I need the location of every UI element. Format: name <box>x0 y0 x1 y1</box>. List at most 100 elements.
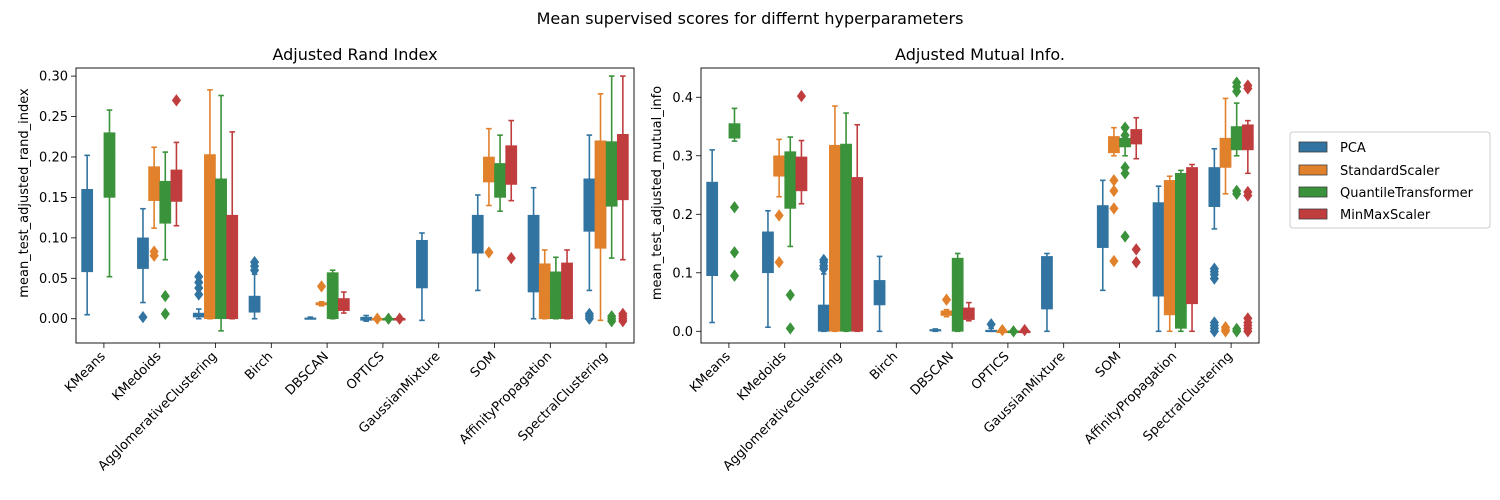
ari-box-kmedoids-quantiletransformer <box>159 151 172 321</box>
flier-point <box>395 312 405 325</box>
box-body <box>416 239 428 289</box>
flier-point <box>1209 316 1219 329</box>
box-body <box>549 271 562 320</box>
ami-box-som-standardscaler <box>1108 126 1120 268</box>
box-body <box>248 295 261 313</box>
flier-point <box>785 322 795 335</box>
flier-point <box>785 288 795 302</box>
ari-ytick-label: 0.00 <box>39 312 68 327</box>
box-body <box>159 180 172 224</box>
box-body <box>773 155 785 177</box>
flier-point <box>774 256 784 269</box>
ami-box-optics-minmaxscaler <box>1018 323 1031 337</box>
ami-xtick-birch: Birch <box>867 349 901 383</box>
flier-point <box>194 288 204 301</box>
ari-box-dbscan-quantiletransformer <box>326 269 339 320</box>
ari-box-agglomerativeclustering-quantiletransformer <box>215 94 227 332</box>
ari-box-dbscan-standardscaler <box>315 280 328 307</box>
box-body <box>762 231 774 274</box>
flier-point <box>1020 323 1030 337</box>
box-body <box>795 156 808 192</box>
ami-ytick-label: 0.2 <box>672 208 693 223</box>
box-body <box>483 156 495 183</box>
ari-box-agglomerativeclustering-standardscaler <box>204 89 216 320</box>
box-body <box>561 262 573 320</box>
box-body <box>137 237 149 269</box>
ari-box-kmedoids-minmaxscaler <box>170 94 183 227</box>
ari-xtick-birch: Birch <box>242 349 276 383</box>
ari-title: Adjusted Rand Index <box>272 45 437 64</box>
legend-label-standardscaler: StandardScaler <box>1340 164 1440 179</box>
ami-box-som-pca <box>1096 179 1109 292</box>
box-body <box>538 263 551 320</box>
ari-box-som-standardscaler <box>483 127 495 259</box>
flier-point <box>1109 184 1119 198</box>
flier-point <box>149 245 159 258</box>
box-body <box>1041 256 1053 310</box>
legend-label-pca: PCA <box>1340 141 1366 156</box>
legend: PCA StandardScaler QuantileTransformer M… <box>1289 131 1491 229</box>
ari-box-affinitypropagation-standardscaler <box>538 249 551 320</box>
ari-ytick-label: 0.25 <box>39 110 68 125</box>
ami-box-affinitypropagation-minmaxscaler <box>1186 163 1198 333</box>
ari-box-affinitypropagation-minmaxscaler <box>561 249 573 320</box>
ami-xtick-agglomerativeclustering: AgglomerativeClustering <box>720 349 845 474</box>
ami-panel: Adjusted Mutual Info. mean_test_adjusted… <box>650 45 1260 474</box>
legend-frame <box>1289 131 1491 229</box>
box-body <box>728 123 741 139</box>
ami-box-agglomerativeclustering-quantiletransformer <box>840 112 852 333</box>
flier-point <box>1131 243 1141 256</box>
ami-box-dbscan-pca <box>929 328 942 333</box>
box-body <box>817 304 830 332</box>
flier-point <box>1243 185 1253 199</box>
flier-point <box>1109 174 1119 187</box>
box-body <box>1096 205 1109 248</box>
ari-ytick-label: 0.15 <box>39 191 68 206</box>
box-body <box>951 257 964 332</box>
ami-box-dbscan-quantiletransformer <box>951 252 964 333</box>
box-body <box>1175 173 1187 329</box>
ami-box-agglomerativeclustering-standardscaler <box>829 105 841 333</box>
ami-box-affinitypropagation-standardscaler <box>1163 175 1176 333</box>
ari-box-affinitypropagation-quantiletransformer <box>549 256 562 320</box>
flier-point <box>1220 321 1231 334</box>
box-body <box>494 163 506 198</box>
ari-box-som-pca <box>471 194 484 292</box>
flier-point <box>607 310 617 323</box>
flier-point <box>1232 184 1242 198</box>
ami-box-affinitypropagation-pca <box>1152 185 1165 333</box>
flier-point <box>160 289 170 303</box>
box-body <box>1230 126 1243 151</box>
flier-point <box>249 255 260 269</box>
ami-box-som-minmaxscaler <box>1130 116 1143 269</box>
box-body <box>605 141 618 207</box>
ari-box-agglomerativeclustering-minmaxscaler <box>226 131 239 320</box>
flier-point <box>584 307 594 321</box>
ari-box-spectralclustering-pca <box>583 134 596 325</box>
legend-swatch-pca <box>1298 141 1328 153</box>
ari-ytick-label: 0.20 <box>39 150 68 165</box>
legend-swatch-quantiletransformer <box>1298 186 1328 198</box>
flier-point <box>729 246 740 259</box>
ami-box-gaussianmixture-pca <box>1041 252 1053 333</box>
box-body <box>204 154 216 320</box>
ari-xtick-kmedoids: KMedoids <box>110 349 165 404</box>
box-body <box>1241 124 1254 151</box>
ari-box-optics-pca <box>360 314 373 322</box>
flier-point <box>506 251 516 265</box>
flier-point <box>819 253 829 267</box>
flier-point <box>1109 202 1119 215</box>
ami-box-som-quantiletransformer <box>1119 121 1131 243</box>
ari-box-spectralclustering-standardscaler <box>594 93 607 322</box>
flier-point <box>986 318 996 331</box>
ami-box-kmedoids-pca <box>762 209 774 329</box>
box-body <box>148 166 160 201</box>
flier-point <box>1131 256 1141 269</box>
ami-ytick-label: 0.4 <box>672 91 693 106</box>
flier-point <box>1243 79 1253 92</box>
ari-box-optics-quantiletransformer <box>382 312 395 325</box>
ami-box-optics-quantiletransformer <box>1007 325 1020 338</box>
flier-point <box>729 201 740 214</box>
ami-xtick-som: SOM <box>1093 349 1125 381</box>
